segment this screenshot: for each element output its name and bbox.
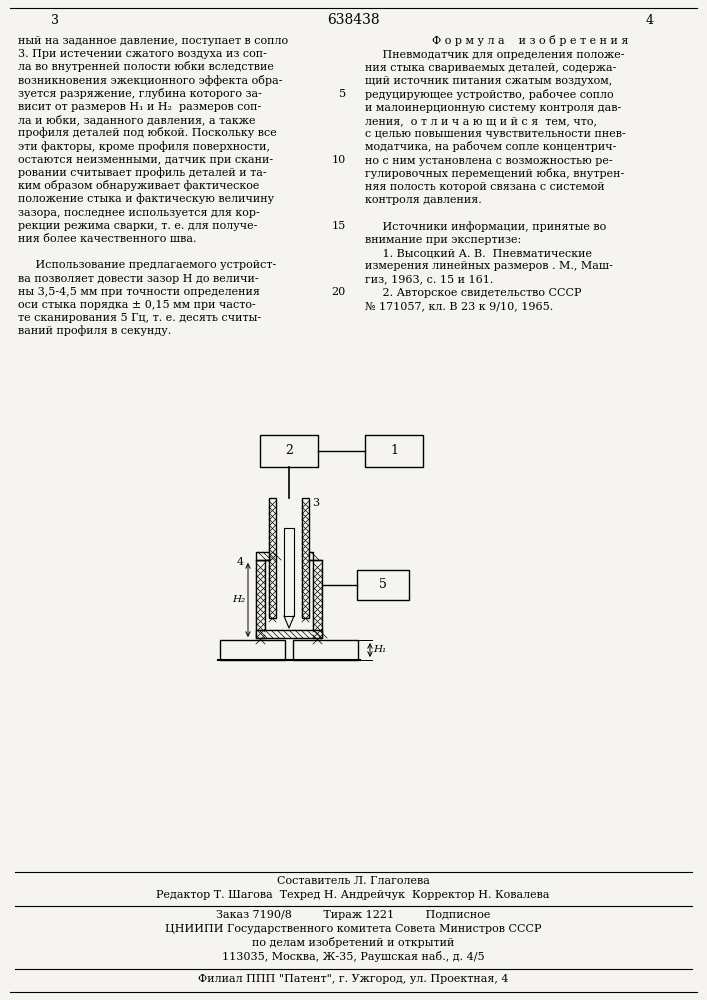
Text: ления,  о т л и ч а ю щ и й с я  тем, что,: ления, о т л и ч а ю щ и й с я тем, что,: [365, 116, 597, 126]
Text: ния стыка свариваемых деталей, содержа-: ния стыка свариваемых деталей, содержа-: [365, 63, 617, 73]
Text: возникновения эжекционного эффекта обра-: возникновения эжекционного эффекта обра-: [18, 75, 283, 86]
Text: 4: 4: [237, 557, 244, 567]
Bar: [302, 498, 309, 618]
Text: ла и юбки, заданного давления, а также: ла и юбки, заданного давления, а также: [18, 114, 255, 125]
Bar: [293, 640, 358, 660]
Bar: [256, 560, 265, 638]
Text: те сканирования 5 Гц, т. е. десять считы-: те сканирования 5 Гц, т. е. десять считы…: [18, 313, 261, 323]
Text: H₁: H₁: [373, 646, 386, 654]
Text: 1: 1: [390, 444, 398, 458]
Text: ла во внутренней полости юбки вследствие: ла во внутренней полости юбки вследствие: [18, 61, 274, 72]
Text: № 171057, кл. В 23 к 9/10, 1965.: № 171057, кл. В 23 к 9/10, 1965.: [365, 301, 554, 311]
Text: ва позволяет довести зазор H до величи-: ва позволяет довести зазор H до величи-: [18, 274, 259, 284]
Text: 4: 4: [646, 14, 654, 27]
Bar: [260, 435, 318, 467]
Text: 2. Авторское свидетельство СССР: 2. Авторское свидетельство СССР: [365, 288, 581, 298]
Text: 113035, Москва, Ж-35, Раушская наб., д. 4/5: 113035, Москва, Ж-35, Раушская наб., д. …: [222, 951, 484, 962]
Text: ким образом обнаруживает фактическое: ким образом обнаруживает фактическое: [18, 180, 259, 191]
Text: рекции режима сварки, т. е. для получе-: рекции режима сварки, т. е. для получе-: [18, 221, 257, 231]
Text: Заказ 7190/8         Тираж 1221         Подписное: Заказ 7190/8 Тираж 1221 Подписное: [216, 910, 490, 920]
Text: гиз, 1963, с. 15 и 161.: гиз, 1963, с. 15 и 161.: [365, 274, 493, 284]
Text: оси стыка порядка ± 0,15 мм при часто-: оси стыка порядка ± 0,15 мм при часто-: [18, 300, 256, 310]
Bar: [220, 640, 285, 660]
Text: щий источник питания сжатым воздухом,: щий источник питания сжатым воздухом,: [365, 76, 612, 86]
Text: 638438: 638438: [327, 13, 380, 27]
Text: измерения линейных размеров . М., Маш-: измерения линейных размеров . М., Маш-: [365, 261, 613, 271]
Text: 3: 3: [312, 498, 319, 508]
Text: зуется разряжение, глубина которого за-: зуется разряжение, глубина которого за-: [18, 88, 262, 99]
Text: ваний профиля в секунду.: ваний профиля в секунду.: [18, 326, 171, 336]
Text: 3. При истечении сжатого воздуха из соп-: 3. При истечении сжатого воздуха из соп-: [18, 49, 267, 59]
Text: 3: 3: [51, 14, 59, 27]
Text: и малоинерционную систему контроля дав-: и малоинерционную систему контроля дав-: [365, 103, 621, 113]
Text: 15: 15: [332, 221, 346, 231]
Text: Составитель Л. Глаголева: Составитель Л. Глаголева: [276, 876, 429, 886]
Text: 5: 5: [379, 578, 387, 591]
Text: но с ним установлена с возможностью ре-: но с ним установлена с возможностью ре-: [365, 156, 613, 166]
Text: ный на заданное давление, поступает в сопло: ный на заданное давление, поступает в со…: [18, 36, 288, 46]
Text: с целью повышения чувствительности пнев-: с целью повышения чувствительности пнев-: [365, 129, 626, 139]
Text: Использование предлагаемого устройст-: Использование предлагаемого устройст-: [18, 260, 276, 270]
Bar: [365, 435, 423, 467]
Text: 10: 10: [332, 155, 346, 165]
Bar: [313, 560, 322, 638]
Text: положение стыка и фактическую величину: положение стыка и фактическую величину: [18, 194, 274, 204]
Text: ЦНИИПИ Государственного комитета Совета Министров СССР: ЦНИИПИ Государственного комитета Совета …: [165, 924, 542, 934]
Text: контроля давления.: контроля давления.: [365, 195, 481, 205]
Text: 5: 5: [339, 89, 346, 99]
Text: Редактор Т. Шагова  Техред Н. Андрейчук  Корректор Н. Ковалева: Редактор Т. Шагова Техред Н. Андрейчук К…: [156, 890, 550, 900]
Text: внимание при экспертизе:: внимание при экспертизе:: [365, 235, 521, 245]
Text: 2: 2: [285, 444, 293, 458]
Text: ны 3,5-4,5 мм при точности определения: ны 3,5-4,5 мм при точности определения: [18, 287, 260, 297]
Text: профиля деталей под юбкой. Поскольку все: профиля деталей под юбкой. Поскольку все: [18, 127, 276, 138]
Text: Филиал ППП "Патент", г. Ужгород, ул. Проектная, 4: Филиал ППП "Патент", г. Ужгород, ул. Про…: [198, 974, 508, 984]
Text: остаются неизменными, датчик при скани-: остаются неизменными, датчик при скани-: [18, 155, 273, 165]
Text: зазора, последнее используется для кор-: зазора, последнее используется для кор-: [18, 208, 259, 218]
Text: редуцирующее устройство, рабочее сопло: редуцирующее устройство, рабочее сопло: [365, 89, 614, 100]
Text: Источники информации, принятые во: Источники информации, принятые во: [365, 221, 606, 232]
Text: эти факторы, кроме профиля поверхности,: эти факторы, кроме профиля поверхности,: [18, 141, 270, 152]
Text: Пневмодатчик для определения положе-: Пневмодатчик для определения положе-: [365, 50, 624, 60]
Text: висит от размеров H₁ и H₂  размеров соп-: висит от размеров H₁ и H₂ размеров соп-: [18, 102, 262, 112]
Text: 1. Высоцкий А. В.  Пневматические: 1. Высоцкий А. В. Пневматические: [365, 248, 592, 258]
Text: няя полость которой связана с системой: няя полость которой связана с системой: [365, 182, 604, 192]
Text: ровании считывает профиль деталей и та-: ровании считывает профиль деталей и та-: [18, 167, 267, 178]
Bar: [256, 630, 322, 638]
Text: модатчика, на рабочем сопле концентрич-: модатчика, на рабочем сопле концентрич-: [365, 141, 617, 152]
Text: Ф о р м у л а    и з о б р е т е н и я: Ф о р м у л а и з о б р е т е н и я: [432, 35, 629, 46]
Bar: [357, 570, 409, 600]
Text: ния более качественного шва.: ния более качественного шва.: [18, 234, 197, 244]
Bar: [256, 552, 269, 560]
Text: H₂: H₂: [232, 595, 245, 604]
Bar: [309, 552, 313, 560]
Bar: [269, 498, 276, 618]
Text: 20: 20: [332, 287, 346, 297]
Bar: [284, 528, 294, 616]
Text: гулировочных перемещений юбка, внутрен-: гулировочных перемещений юбка, внутрен-: [365, 168, 624, 179]
Text: по делам изобретений и открытий: по делам изобретений и открытий: [252, 937, 454, 948]
